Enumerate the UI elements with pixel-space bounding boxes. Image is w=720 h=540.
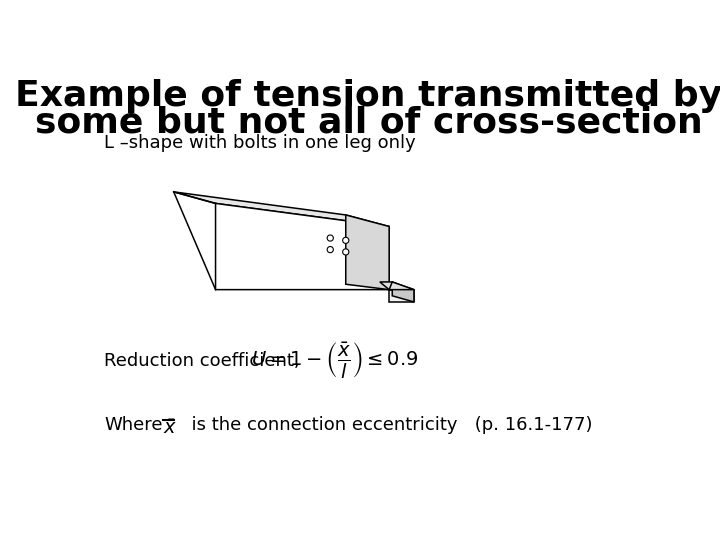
Polygon shape	[392, 282, 414, 302]
Polygon shape	[346, 215, 389, 289]
Text: Where: Where	[104, 416, 163, 434]
Text: L –shape with bolts in one leg only: L –shape with bolts in one leg only	[104, 134, 415, 152]
Polygon shape	[380, 282, 414, 289]
Text: Reduction coefficient,: Reduction coefficient,	[104, 352, 300, 370]
Circle shape	[343, 237, 349, 244]
Text: some but not all of cross-section: some but not all of cross-section	[35, 105, 703, 139]
Polygon shape	[389, 289, 414, 302]
Circle shape	[327, 235, 333, 241]
Polygon shape	[215, 204, 389, 289]
Text: $\bar{x}$: $\bar{x}$	[163, 418, 177, 438]
Circle shape	[327, 247, 333, 253]
Polygon shape	[174, 192, 389, 226]
Text: $U = 1 - \left(\dfrac{\bar{x}}{l}\right) \leq 0.9$: $U = 1 - \left(\dfrac{\bar{x}}{l}\right)…	[251, 341, 418, 381]
Text: Example of tension transmitted by: Example of tension transmitted by	[15, 79, 720, 113]
Circle shape	[343, 249, 349, 255]
Text: is the connection eccentricity   (p. 16.1-177): is the connection eccentricity (p. 16.1-…	[180, 416, 593, 434]
